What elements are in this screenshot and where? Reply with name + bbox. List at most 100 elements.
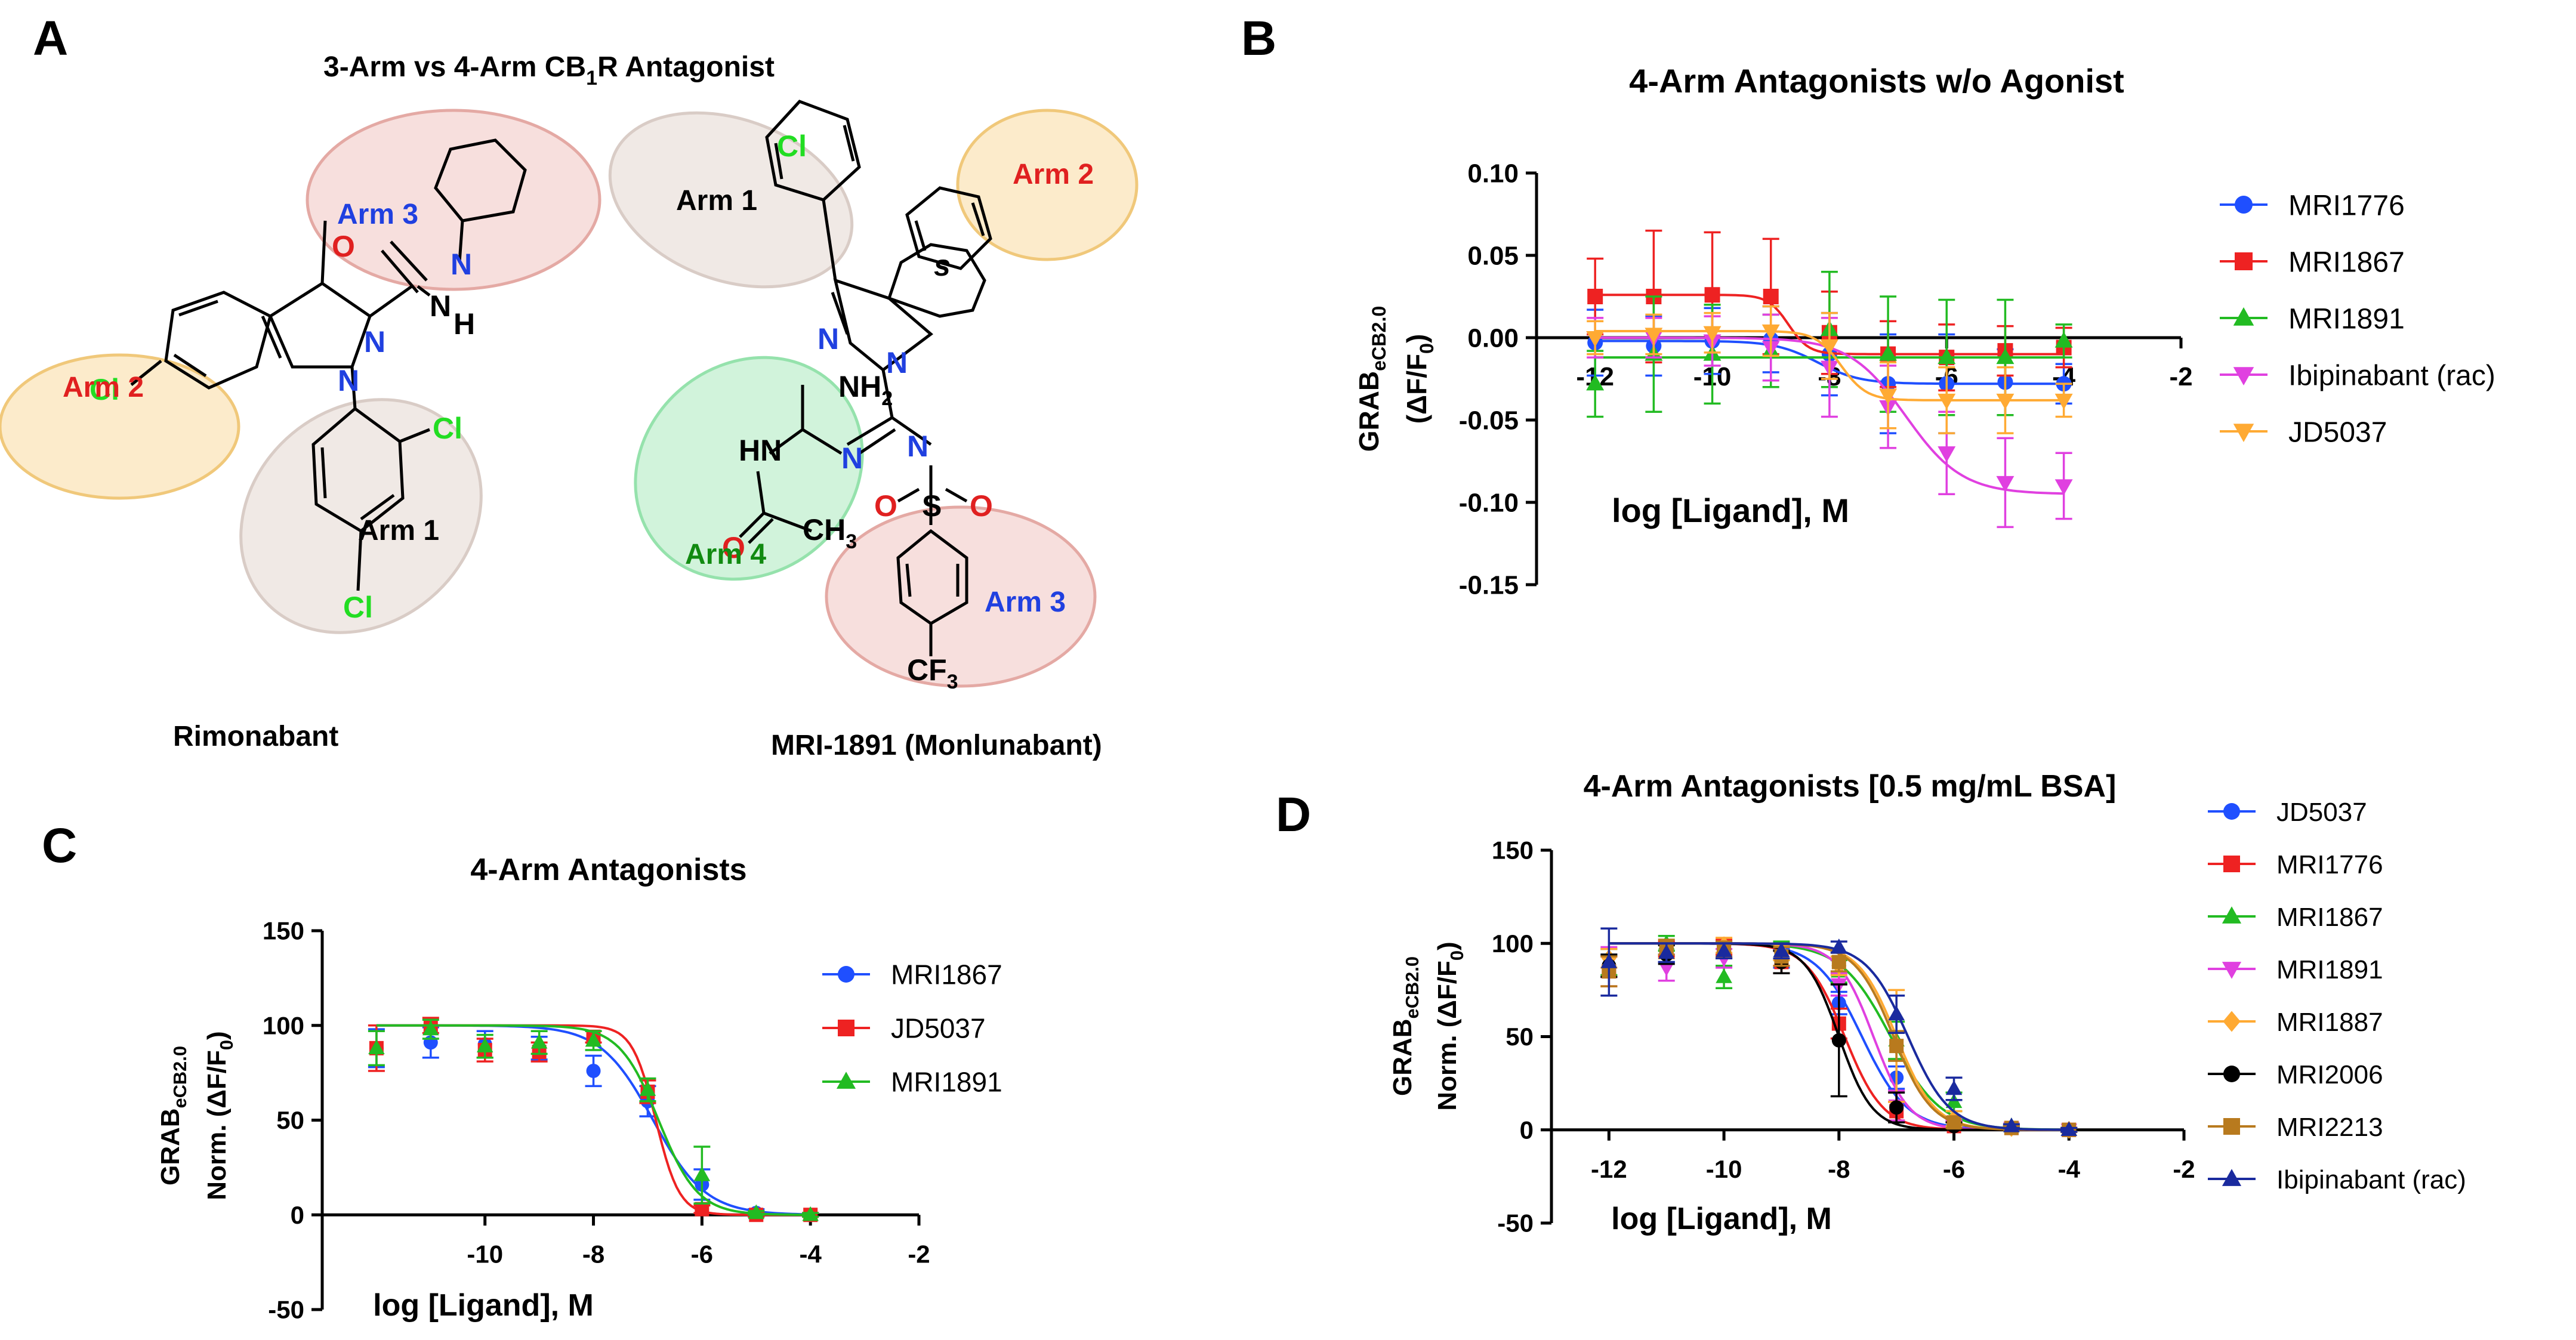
y-tick-label: 150 <box>1492 836 1534 864</box>
svg-text:N: N <box>364 325 385 359</box>
y-tick-label: 0.05 <box>1467 241 1519 270</box>
y-tick-label: 50 <box>276 1106 304 1134</box>
data-point <box>1716 942 1732 957</box>
mri1891-arm3-label: Arm 3 <box>985 586 1066 618</box>
legend-label: MRI1891 <box>891 1067 1002 1098</box>
legend-marker <box>2223 1118 2240 1135</box>
data-point <box>2060 1121 2078 1136</box>
y-tick-label: -50 <box>1497 1209 1534 1237</box>
svg-text:Cl: Cl <box>90 373 119 406</box>
legend-label: JD5037 <box>2288 416 2387 448</box>
legend-label: MRI1776 <box>2276 850 2383 879</box>
svg-text:Cl: Cl <box>433 412 462 445</box>
y-axis-label: GRABeCB2.0 <box>156 1046 190 1185</box>
data-point <box>1879 345 1898 361</box>
panel-a-structures: 3-Arm vs 4-Arm CB1R Antagonist <box>0 51 1139 761</box>
series-ibipinabant-rac-: Ibipinabant (rac) <box>1600 927 2466 1194</box>
y-tick-label: 100 <box>263 1011 304 1039</box>
legend-marker <box>2235 196 2253 214</box>
x-tick-label: -8 <box>1828 1155 1850 1183</box>
series-jd5037: JD5037 <box>1586 305 2387 448</box>
x-tick-label: -2 <box>2169 362 2192 391</box>
mri1891-arm4-highlight <box>634 356 864 581</box>
data-point <box>2054 331 2073 348</box>
rimonabant-arm2-label: Arm 2 <box>63 372 144 403</box>
series-mri1891: MRI1891 <box>1600 942 2383 1139</box>
x-tick-label: -6 <box>1943 1155 1965 1183</box>
mri1891-arm3-highlight <box>825 505 1097 688</box>
legend-marker <box>838 1020 854 1036</box>
data-point <box>1831 938 1847 953</box>
x-tick-label: -2 <box>2173 1155 2195 1183</box>
rimonabant-skeleton <box>130 138 527 591</box>
data-point <box>1645 328 1663 344</box>
y-tick-label: 0 <box>1520 1116 1534 1144</box>
x-tick-label: -4 <box>800 1240 822 1268</box>
legend-label: JD5037 <box>2276 798 2367 827</box>
series-mri2213: MRI2213 <box>1600 938 2383 1142</box>
data-point <box>1831 1033 1846 1048</box>
chart-c: 4-Arm Antagonists 150 100 50 0 -50 -10 -8 -6 -4 -2… <box>156 853 1002 1324</box>
fit-curve <box>376 1024 811 1216</box>
data-point <box>693 1166 711 1181</box>
data-point <box>2003 1117 2020 1132</box>
data-point <box>1831 955 1846 970</box>
chart-d: 4-Arm Antagonists [0.5 mg/mL BSA] 150 100 5… <box>1388 769 2466 1237</box>
legend-label: MRI1867 <box>2288 246 2405 278</box>
mri1891-arm1-highlight <box>608 111 854 289</box>
legend-marker <box>2233 367 2254 385</box>
data-point <box>476 1038 493 1052</box>
svg-text:NH2: NH2 <box>838 370 893 410</box>
charts: 4-Arm Antagonists w/o Agonist 0.10 0.05 0.0… <box>156 62 2495 1324</box>
legend-marker <box>2223 1011 2241 1032</box>
y-tick-label: 100 <box>1492 930 1534 958</box>
mri1891-name: MRI-1891 (Monlunabant) <box>771 730 1102 761</box>
legend-label: MRI2006 <box>2276 1060 2383 1089</box>
svg-text:CF3: CF3 <box>907 653 958 693</box>
data-point <box>2054 479 2073 495</box>
mri1891-arm1-label: Arm 1 <box>676 185 757 217</box>
svg-text:N: N <box>886 346 908 379</box>
mri1891-skeleton <box>739 100 992 656</box>
data-point <box>585 1032 602 1047</box>
svg-text:N: N <box>430 289 451 323</box>
data-point <box>368 1039 385 1055</box>
chart-title: 4-Arm Antagonists <box>470 853 746 887</box>
y-tick-label: 0 <box>291 1201 304 1229</box>
svg-text:O: O <box>874 489 897 523</box>
legend-label: Ibipinabant (rac) <box>2276 1165 2466 1194</box>
data-point <box>422 1020 439 1036</box>
y-tick-label: -0.10 <box>1459 488 1519 517</box>
svg-text:CH3: CH3 <box>803 513 857 553</box>
fit-curve <box>376 1024 811 1217</box>
legend-marker <box>2223 856 2240 872</box>
y-tick-label: -0.05 <box>1459 406 1519 435</box>
svg-text:O: O <box>722 531 745 564</box>
legend-marker <box>2233 424 2254 442</box>
svg-text:N: N <box>841 441 863 475</box>
x-tick-label: -10 <box>467 1240 503 1268</box>
data-point <box>1600 953 1618 968</box>
data-point <box>1879 388 1898 405</box>
data-point <box>1586 374 1605 391</box>
x-tick-label: -2 <box>908 1240 930 1268</box>
data-point <box>1888 1005 1905 1021</box>
series-mri1891: MRI1891 <box>368 1018 1002 1221</box>
data-point <box>1763 289 1779 304</box>
legend-label: JD5037 <box>891 1013 986 1044</box>
legend-marker <box>838 966 854 983</box>
rimonabant-arm3-label: Arm 3 <box>337 199 418 230</box>
svg-text:O: O <box>332 230 355 263</box>
panel-label-c: C <box>42 819 77 873</box>
panel-a-title: 3-Arm vs 4-Arm CB1R Antagonist <box>323 51 775 89</box>
data-point <box>1761 324 1780 341</box>
data-point <box>1704 287 1720 303</box>
y-tick-label: -0.15 <box>1459 570 1519 600</box>
legend-label: MRI1867 <box>891 959 1002 990</box>
svg-text:H: H <box>454 307 475 341</box>
legend-marker <box>2222 1169 2242 1186</box>
y-tick-label: 0.10 <box>1467 159 1519 188</box>
x-axis-label: log [Ligand], M <box>373 1288 594 1323</box>
series-mri2006: MRI2006 <box>1600 942 2383 1137</box>
data-point <box>1658 961 1675 977</box>
